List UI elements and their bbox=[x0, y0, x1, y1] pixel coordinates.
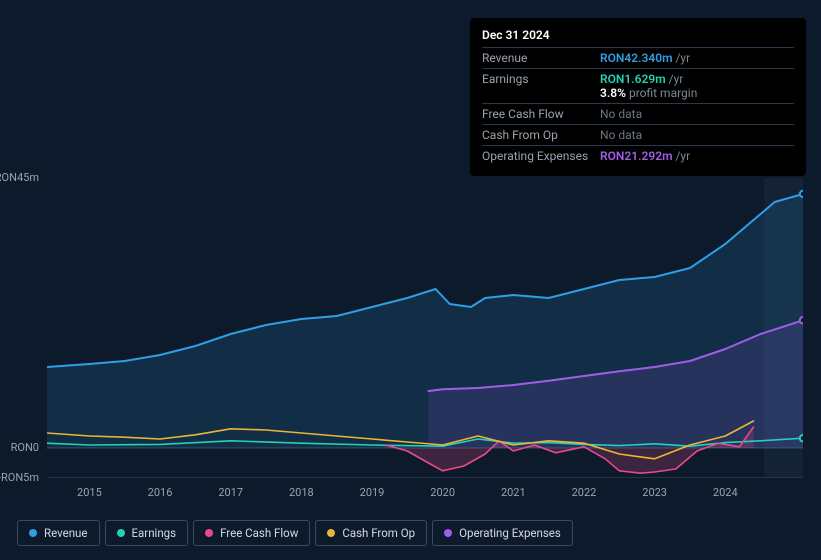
tooltip-row-value: No data bbox=[600, 104, 794, 125]
x-axis-label: 2015 bbox=[77, 486, 102, 499]
tooltip-table: RevenueRON42.340m /yrEarningsRON1.629m /… bbox=[482, 47, 794, 166]
legend-label: Cash From Op bbox=[342, 526, 415, 540]
legend-dot bbox=[117, 529, 125, 537]
x-axis-label: 2016 bbox=[148, 486, 173, 499]
tooltip-row-label: Revenue bbox=[482, 48, 600, 69]
legend: Revenue Earnings Free Cash Flow Cash From O… bbox=[17, 520, 573, 546]
tooltip-row-label: Cash From Op bbox=[482, 125, 600, 146]
tooltip-row-label: Free Cash Flow bbox=[482, 104, 600, 125]
tooltip-row-value: No data bbox=[600, 125, 794, 146]
legend-item-cash-from-op[interactable]: Cash From Op bbox=[315, 520, 427, 546]
legend-dot bbox=[29, 529, 37, 537]
legend-label: Operating Expenses bbox=[459, 526, 561, 540]
legend-dot bbox=[327, 529, 335, 537]
tooltip-row-value: RON1.629m /yr3.8% profit margin bbox=[600, 69, 794, 104]
x-axis-label: 2017 bbox=[218, 486, 243, 499]
legend-item-free-cash-flow[interactable]: Free Cash Flow bbox=[193, 520, 310, 546]
chart: RON45mRON0-RON5m 20152016201720182019202… bbox=[17, 158, 805, 518]
legend-item-revenue[interactable]: Revenue bbox=[17, 520, 100, 546]
legend-dot bbox=[205, 529, 213, 537]
legend-label: Free Cash Flow bbox=[220, 526, 298, 540]
y-axis-label: RON45m bbox=[0, 171, 39, 184]
x-axis-label: 2023 bbox=[642, 486, 667, 499]
y-axis-label: -RON5m bbox=[0, 471, 39, 484]
tooltip-date: Dec 31 2024 bbox=[482, 26, 794, 47]
x-axis-label: 2024 bbox=[713, 486, 738, 499]
tooltip-row-value: RON42.340m /yr bbox=[600, 48, 794, 69]
legend-item-earnings[interactable]: Earnings bbox=[105, 520, 189, 546]
legend-label: Earnings bbox=[132, 526, 177, 540]
x-axis-label: 2022 bbox=[572, 486, 597, 499]
legend-item-operating-expenses[interactable]: Operating Expenses bbox=[432, 520, 573, 546]
legend-label: Revenue bbox=[44, 526, 88, 540]
x-axis: 2015 2016 2017 2018 2019 2020 2021 2022 2023 2024 bbox=[47, 486, 803, 500]
x-axis-label: 2018 bbox=[289, 486, 314, 499]
x-axis-label: 2020 bbox=[430, 486, 455, 499]
tooltip-row-label: Earnings bbox=[482, 69, 600, 104]
x-axis-label: 2019 bbox=[360, 486, 385, 499]
y-axis-label: RON0 bbox=[0, 441, 39, 454]
tooltip-card: Dec 31 2024 RevenueRON42.340m /yrEarning… bbox=[470, 18, 806, 176]
x-axis-label: 2021 bbox=[501, 486, 526, 499]
plot-area bbox=[47, 178, 803, 478]
legend-dot bbox=[444, 529, 452, 537]
